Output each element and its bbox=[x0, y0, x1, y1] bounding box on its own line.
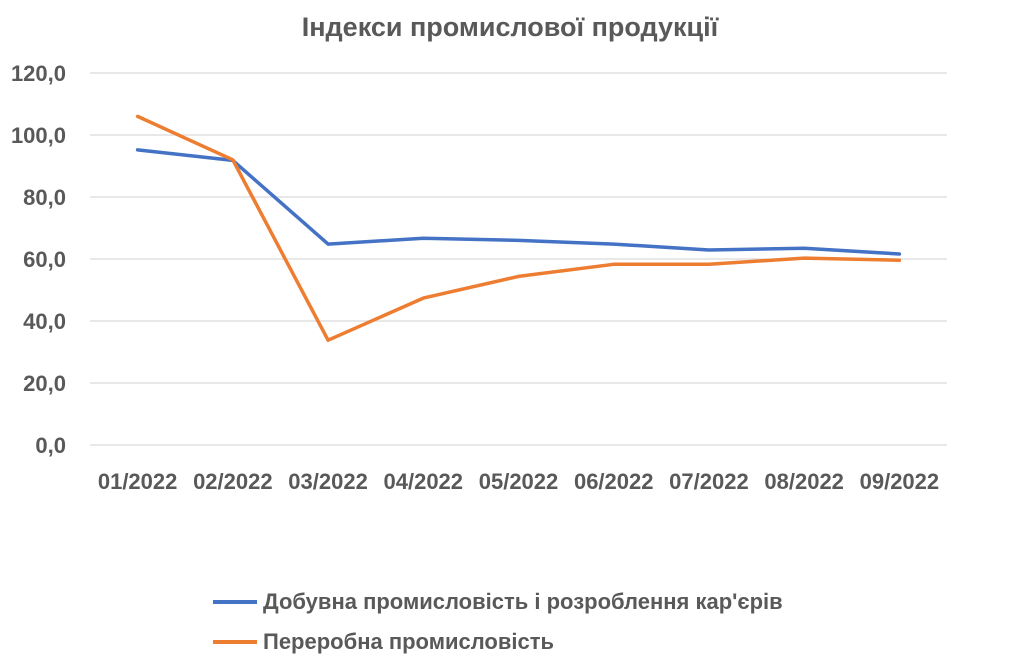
y-tick-label: 60,0 bbox=[23, 247, 66, 272]
plot-area: 0,0 20,0 40,0 60,0 80,0 100,0 120,0 01/2022 02/… bbox=[0, 0, 1020, 560]
y-tick-label: 120,0 bbox=[11, 61, 66, 86]
x-tick-label: 02/2022 bbox=[193, 469, 273, 494]
legend-swatch-series-2 bbox=[213, 640, 257, 644]
x-tick-label: 03/2022 bbox=[288, 469, 368, 494]
x-axis-tick-labels: 01/2022 02/2022 03/2022 04/2022 05/2022 06/20… bbox=[98, 469, 939, 494]
x-tick-label: 07/2022 bbox=[669, 469, 749, 494]
legend-swatch-series-1 bbox=[213, 600, 257, 604]
x-tick-label: 08/2022 bbox=[764, 469, 844, 494]
x-tick-label: 06/2022 bbox=[574, 469, 654, 494]
y-tick-label: 0,0 bbox=[35, 433, 66, 458]
legend-item-series-2: Переробна промисловість bbox=[213, 622, 783, 662]
series-lines bbox=[138, 116, 900, 340]
x-tick-label: 01/2022 bbox=[98, 469, 178, 494]
legend-label-series-1: Добувна промисловість і розроблення кар'… bbox=[263, 589, 783, 615]
y-axis-tick-labels: 0,0 20,0 40,0 60,0 80,0 100,0 120,0 bbox=[11, 61, 66, 458]
legend-item-series-1: Добувна промисловість і розроблення кар'… bbox=[213, 582, 783, 622]
legend: Добувна промисловість і розроблення кар'… bbox=[213, 582, 783, 662]
y-tick-label: 20,0 bbox=[23, 371, 66, 396]
series-line-2 bbox=[138, 116, 900, 340]
legend-label-series-2: Переробна промисловість bbox=[263, 629, 554, 655]
series-line-1 bbox=[138, 150, 900, 254]
x-tick-label: 09/2022 bbox=[860, 469, 940, 494]
x-tick-label: 05/2022 bbox=[479, 469, 559, 494]
y-tick-label: 40,0 bbox=[23, 309, 66, 334]
y-tick-label: 80,0 bbox=[23, 185, 66, 210]
y-tick-label: 100,0 bbox=[11, 123, 66, 148]
x-tick-label: 04/2022 bbox=[384, 469, 464, 494]
